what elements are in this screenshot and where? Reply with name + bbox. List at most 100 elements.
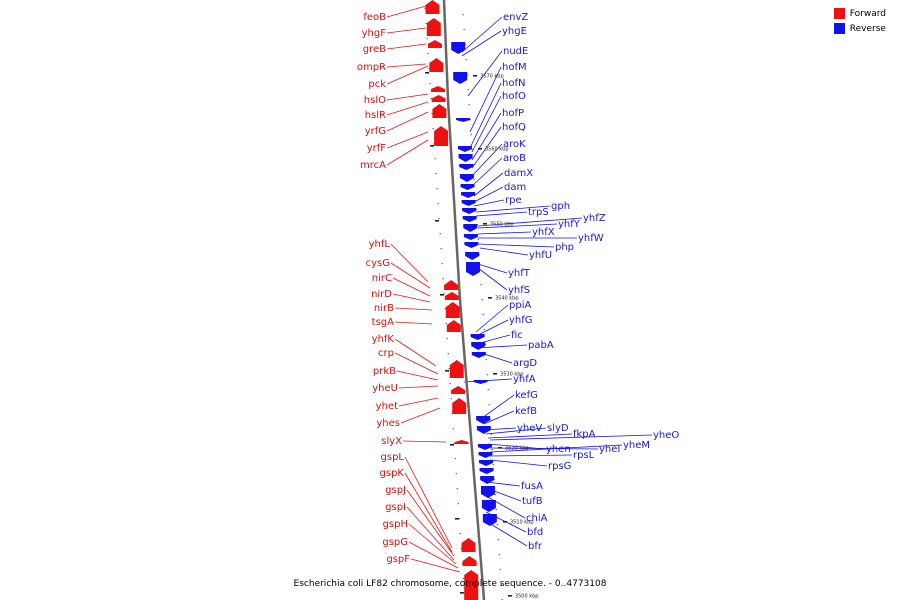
reverse-gene-block[interactable] [462,208,477,214]
gene-label-greB[interactable]: greB [363,44,386,55]
reverse-gene-block[interactable] [451,42,466,54]
gene-label-nirC[interactable]: nirC [372,273,392,284]
gene-label-yhfY[interactable]: yhfY [558,219,581,230]
gene-label-yhfW[interactable]: yhfW [578,233,604,244]
gene-label-yheU[interactable]: yheU [372,383,398,394]
gene-label-gspK[interactable]: gspK [380,468,405,479]
forward-gene-block[interactable] [444,292,459,300]
forward-gene-block[interactable] [425,0,440,14]
forward-gene-block[interactable] [462,556,477,566]
gene-label-gspI[interactable]: gspI [385,502,406,513]
gene-label-yrfG[interactable]: yrfG [365,126,386,137]
reverse-gene-block[interactable] [465,252,480,260]
gene-label-yrfF[interactable]: yrfF [367,143,387,154]
gene-label-tufB[interactable]: tufB [522,496,543,507]
gene-label-rpe[interactable]: rpe [505,195,522,206]
gene-label-yheO[interactable]: yheO [653,430,679,441]
reverse-gene-block[interactable] [461,200,476,206]
reverse-gene-block[interactable] [466,262,481,276]
gene-label-php[interactable]: php [555,242,574,253]
reverse-gene-block[interactable] [459,164,474,170]
gene-label-hslR[interactable]: hslR [365,110,386,121]
gene-label-fic[interactable]: fic [511,330,523,341]
gene-label-yhgF[interactable]: yhgF [362,28,387,39]
gene-label-hofM[interactable]: hofM [502,62,527,73]
gene-label-gspF[interactable]: gspF [386,554,410,565]
gene-label-yheM[interactable]: yheM [623,440,650,451]
gene-label-yhfA[interactable]: yhfA [513,374,536,385]
gene-label-argD[interactable]: argD [513,358,537,369]
gene-label-slyD[interactable]: slyD [547,423,569,434]
gene-label-gspJ[interactable]: gspJ [385,485,406,496]
reverse-gene-block[interactable] [479,468,494,474]
forward-gene-block[interactable] [427,40,442,48]
gene-label-feoB[interactable]: feoB [363,12,386,23]
gene-label-nirB[interactable]: nirB [374,303,394,314]
gene-label-pck[interactable]: pck [368,79,386,90]
reverse-gene-block[interactable] [463,234,478,240]
forward-gene-block[interactable] [451,386,466,394]
gene-label-damX[interactable]: damX [504,168,533,179]
reverse-gene-block[interactable] [480,486,495,498]
reverse-gene-block[interactable] [470,334,485,340]
gene-label-aroB[interactable]: aroB [503,153,526,164]
gene-label-yhfX[interactable]: yhfX [532,227,555,238]
gene-label-kefB[interactable]: kefB [515,406,537,417]
reverse-gene-block[interactable] [476,426,491,434]
forward-gene-block[interactable] [461,538,476,552]
gene-label-aroK[interactable]: aroK [503,139,526,150]
gene-label-bfr[interactable]: bfr [528,541,543,552]
gene-label-hslO[interactable]: hslO [364,95,386,106]
gene-label-kefG[interactable]: kefG [515,390,538,401]
gene-label-yheV[interactable]: yheV [517,423,542,434]
forward-gene-block[interactable] [444,280,459,290]
gene-label-hofP[interactable]: hofP [502,108,524,119]
reverse-gene-block[interactable] [462,216,477,222]
forward-gene-block[interactable] [464,570,479,600]
gene-label-yhfK[interactable]: yhfK [372,334,395,345]
gene-label-ompR[interactable]: ompR [357,62,386,73]
reverse-gene-block[interactable] [458,154,473,162]
gene-label-envZ[interactable]: envZ [503,12,528,23]
gene-label-slyX[interactable]: slyX [381,436,402,447]
gene-label-yhfU[interactable]: yhfU [529,250,552,261]
reverse-gene-block[interactable] [453,72,468,84]
forward-gene-block[interactable] [432,104,447,118]
gene-label-hofQ[interactable]: hofQ [502,122,526,133]
gene-label-yhfT[interactable]: yhfT [508,268,531,279]
gene-label-fkpA[interactable]: fkpA [573,429,596,440]
gene-label-mrcA[interactable]: mrcA [360,160,386,171]
reverse-gene-block[interactable] [473,380,488,384]
gene-label-yhfZ[interactable]: yhfZ [583,213,606,224]
forward-gene-block[interactable] [452,398,467,414]
reverse-gene-block[interactable] [459,174,474,182]
reverse-gene-block[interactable] [476,416,491,424]
reverse-gene-block[interactable] [477,444,492,450]
gene-label-yhen[interactable]: yhen [546,444,571,455]
gene-label-bfd[interactable]: bfd [527,527,543,538]
forward-gene-block[interactable] [446,320,461,332]
gene-label-yhfL[interactable]: yhfL [369,239,391,250]
forward-gene-block[interactable] [431,95,446,102]
forward-gene-block[interactable] [434,126,449,146]
gene-label-hofN[interactable]: hofN [502,78,525,89]
gene-label-yheI[interactable]: yheI [599,444,620,455]
forward-gene-block[interactable] [426,18,441,36]
reverse-gene-block[interactable] [460,184,475,190]
gene-label-cysG[interactable]: cysG [366,258,390,269]
gene-label-rpsL[interactable]: rpsL [573,450,595,461]
reverse-gene-block[interactable] [471,352,486,358]
gene-label-pabA[interactable]: pabA [528,340,554,351]
reverse-gene-block[interactable] [463,224,478,232]
reverse-gene-block[interactable] [482,514,497,526]
reverse-gene-block[interactable] [461,192,476,198]
forward-gene-block[interactable] [449,360,464,378]
forward-gene-block[interactable] [429,58,444,72]
gene-label-crp[interactable]: crp [378,348,394,359]
gene-label-yhfG[interactable]: yhfG [509,315,533,326]
gene-label-prkB[interactable]: prkB [373,366,396,377]
gene-label-yhgE[interactable]: yhgE [502,26,527,37]
reverse-gene-block[interactable] [479,460,494,466]
gene-label-hofO[interactable]: hofO [502,91,526,102]
gene-label-tsgA[interactable]: tsgA [372,317,394,328]
